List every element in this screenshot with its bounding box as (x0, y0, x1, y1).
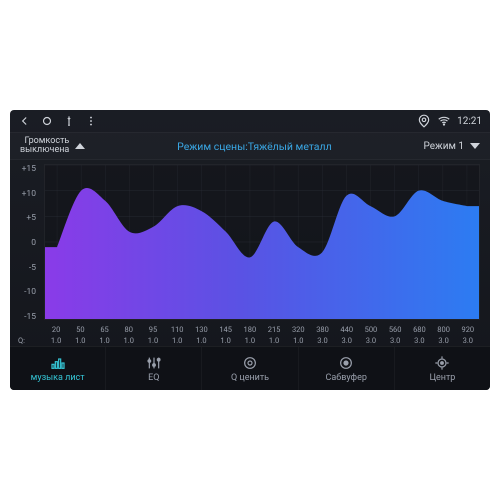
chevron-down-icon[interactable] (470, 143, 480, 149)
x-tick: 560 (383, 325, 407, 334)
y-tick: -15 (12, 312, 40, 322)
nav-label: EQ (148, 373, 159, 383)
q-value: 3.0 (383, 336, 407, 345)
x-tick: 380 (310, 325, 334, 334)
q-value: 1.0 (44, 336, 68, 345)
nav-eq[interactable]: EQ (106, 347, 202, 390)
x-tick: 800 (432, 325, 456, 334)
x-tick: 440 (335, 325, 359, 334)
q-value: 1.0 (117, 336, 141, 345)
home-circle-icon[interactable] (40, 114, 54, 128)
q-label: Q: (18, 336, 25, 345)
y-tick: +5 (12, 213, 40, 223)
scene-mode-label[interactable]: Режим сцены:Тяжёлый металл (93, 140, 415, 153)
x-tick: 180 (238, 325, 262, 334)
q-value: 3.0 (432, 336, 456, 345)
bottom-nav: музыка лист EQ Q ценить Сабвуфер Центр (10, 346, 490, 390)
q-value: 1.0 (189, 336, 213, 345)
wifi-icon (437, 114, 451, 128)
q-value: 3.0 (407, 336, 431, 345)
x-tick: 680 (407, 325, 431, 334)
center-icon (433, 355, 451, 371)
y-tick: +10 (12, 189, 40, 199)
nav-label: Сабвуфер (326, 373, 367, 383)
y-axis-labels: +15 +10 +5 0 -5 -10 -15 (12, 164, 40, 322)
usb-icon (62, 114, 76, 128)
q-value: 1.0 (165, 336, 189, 345)
nav-q[interactable]: Q ценить (202, 347, 298, 390)
more-icon[interactable] (84, 114, 98, 128)
q-value: 3.0 (335, 336, 359, 345)
eq-icon (145, 355, 163, 371)
x-tick: 215 (262, 325, 286, 334)
top-controls: Громкость выключена Режим сцены:Тяжёлый … (10, 132, 490, 160)
x-tick: 145 (214, 325, 238, 334)
q-value: 3.0 (310, 336, 334, 345)
x-tick: 65 (92, 325, 116, 334)
nav-center[interactable]: Центр (395, 347, 490, 390)
volume-toggle[interactable]: Громкость выключена (20, 137, 85, 156)
chevron-up-icon[interactable] (75, 143, 85, 149)
music-icon (49, 355, 67, 371)
eq-chart[interactable] (44, 164, 480, 320)
location-icon (417, 114, 431, 128)
eq-curve (45, 165, 479, 319)
nav-sub[interactable]: Сабвуфер (299, 347, 395, 390)
preset-selector[interactable]: Режим 1 (424, 141, 481, 152)
status-bar: 12:21 (10, 110, 490, 132)
q-value: 1.0 (92, 336, 116, 345)
eq-screen: 12:21 Громкость выключена Режим сцены:Тя… (10, 110, 490, 390)
nav-label: музыка лист (31, 373, 85, 383)
volume-label-2: выключена (20, 146, 69, 155)
x-tick: 110 (165, 325, 189, 334)
y-tick: +15 (12, 164, 40, 174)
clock: 12:21 (457, 116, 482, 127)
statusbar-right: 12:21 (417, 114, 482, 128)
q-value: 1.0 (286, 336, 310, 345)
q-value: 1.0 (68, 336, 92, 345)
eq-chart-area: +15 +10 +5 0 -5 -10 -15 2050658095110130145180… (10, 160, 490, 346)
y-tick: -5 (12, 263, 40, 273)
sub-icon (337, 355, 355, 371)
preset-label: Режим 1 (424, 141, 465, 152)
x-tick: 80 (117, 325, 141, 334)
q-icon (241, 355, 259, 371)
statusbar-left (18, 114, 98, 128)
x-tick: 920 (456, 325, 480, 334)
x-tick: 500 (359, 325, 383, 334)
x-tick: 320 (286, 325, 310, 334)
y-tick: -10 (12, 287, 40, 297)
q-value: 1.0 (238, 336, 262, 345)
q-value: 1.0 (141, 336, 165, 345)
nav-label: Q ценить (231, 373, 269, 383)
q-value: 1.0 (262, 336, 286, 345)
q-values-row: Q: 1.01.01.01.01.01.01.01.01.01.01.03.03… (44, 336, 480, 345)
nav-label: Центр (429, 373, 455, 383)
back-icon[interactable] (18, 114, 32, 128)
nav-music[interactable]: музыка лист (10, 347, 106, 390)
q-value: 3.0 (359, 336, 383, 345)
x-tick: 130 (189, 325, 213, 334)
y-tick: 0 (12, 238, 40, 248)
q-value: 3.0 (456, 336, 480, 345)
x-tick: 95 (141, 325, 165, 334)
x-tick: 20 (44, 325, 68, 334)
q-value: 1.0 (214, 336, 238, 345)
x-axis-labels: 2050658095110130145180215320380440500560… (44, 325, 480, 334)
x-tick: 50 (68, 325, 92, 334)
